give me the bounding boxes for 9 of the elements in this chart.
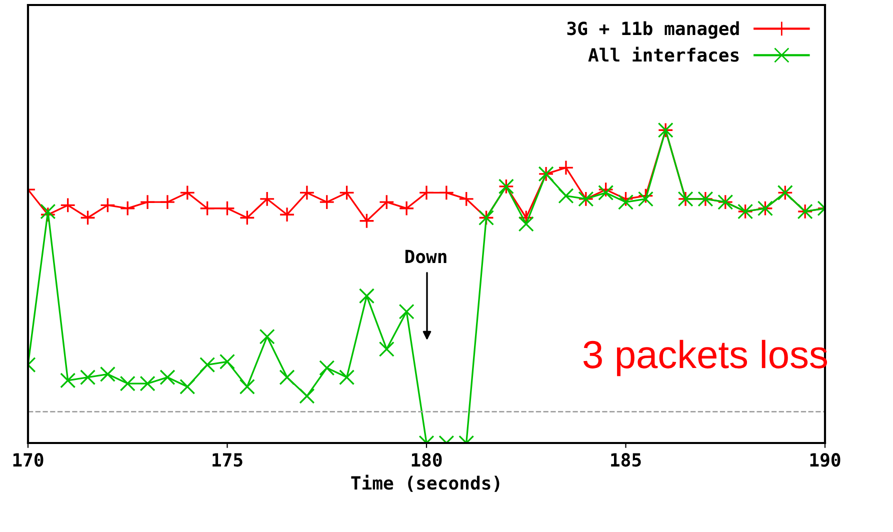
- x-tick-label: 190: [810, 453, 840, 467]
- x-axis-title: Time (seconds): [351, 474, 500, 492]
- annotation: Down: [405, 250, 446, 264]
- x-tick-label: 180: [412, 453, 442, 467]
- legend-label: 3G + 11b managed: [567, 21, 739, 39]
- legend-label: All interfaces: [588, 46, 739, 62]
- x-tick-label: 185: [611, 453, 641, 467]
- x-tick-label: 170: [13, 453, 44, 467]
- x-tick-label: 175: [212, 453, 242, 467]
